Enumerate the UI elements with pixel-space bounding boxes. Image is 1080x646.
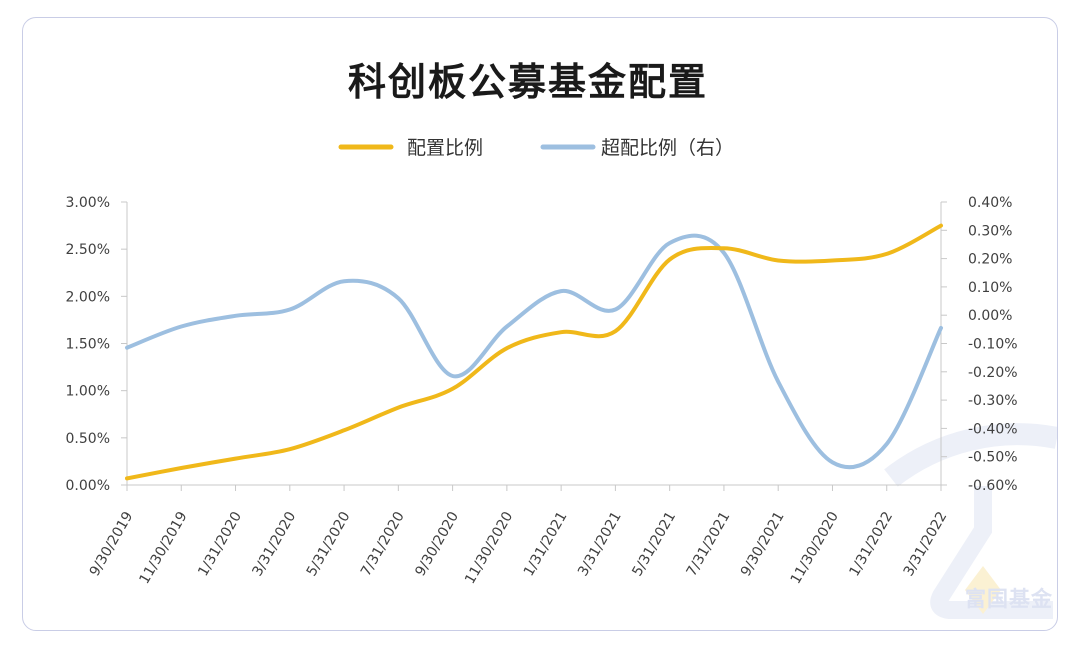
x-tick-label: 11/30/2019 — [137, 509, 191, 587]
legend-label-overweight: 超配比例（右） — [601, 137, 734, 159]
x-tick-label: 3/31/2021 — [575, 509, 625, 579]
watermark-ring — [884, 423, 1057, 487]
y-left-tick-label: 0.00% — [66, 478, 110, 494]
y-right-tick-label: 0.30% — [968, 223, 1012, 239]
x-tick-label: 9/30/2019 — [87, 509, 137, 579]
chart-card: 富国基金 科创板公募基金配置 配置比例 超配比例（右） 0.00% 0.50% 1.… — [22, 17, 1058, 631]
y-right-tick-label: -0.10% — [968, 337, 1018, 353]
y-left-tick-label: 2.50% — [66, 242, 110, 258]
y-left-tick-label: 1.00% — [66, 384, 110, 400]
x-tick-label: 7/31/2020 — [358, 509, 408, 579]
series-line-overweight — [125, 233, 943, 470]
watermark-logo: 富国基金 — [884, 423, 1057, 619]
series-layer — [125, 223, 943, 481]
y-right-tick-label: -0.20% — [968, 365, 1018, 381]
watermark-diamond — [965, 566, 1001, 614]
y-left-tick-label: 2.00% — [66, 289, 110, 305]
y-right-tick-label: -0.30% — [968, 393, 1018, 409]
x-tick-label: 1/31/2022 — [846, 509, 896, 579]
chart-title: 科创板公募基金配置 — [348, 60, 708, 104]
x-tick-label: 5/31/2021 — [629, 509, 679, 579]
x-tick-label: 9/30/2021 — [738, 509, 788, 579]
y-left-tick-label: 1.50% — [66, 337, 110, 353]
watermark-flask — [930, 486, 1053, 619]
x-tick-label: 5/31/2020 — [304, 509, 354, 579]
x-tick-label: 9/30/2020 — [412, 509, 462, 579]
x-tick-label: 1/31/2021 — [521, 509, 571, 579]
legend-label-allocation: 配置比例 — [407, 137, 483, 159]
x-tick-label: 11/30/2020 — [462, 509, 516, 587]
y-right-tick-label: -0.40% — [968, 421, 1018, 437]
x-tick-label: 3/31/2022 — [901, 509, 951, 579]
y-right-tick-label: 0.10% — [968, 280, 1012, 296]
y-right-tick-label: 0.40% — [968, 195, 1012, 211]
y-right-tick-label: 0.20% — [968, 252, 1012, 268]
legend: 配置比例 超配比例（右） — [338, 137, 734, 159]
watermark-text: 富国基金 — [965, 587, 1053, 611]
x-tick-label: 7/31/2021 — [684, 509, 734, 579]
y-right-tick-label: 0.00% — [968, 308, 1012, 324]
y-right-tick-label: -0.50% — [968, 450, 1018, 466]
x-tick-label: 1/31/2020 — [195, 509, 245, 579]
chart-canvas: 富国基金 科创板公募基金配置 配置比例 超配比例（右） 0.00% 0.50% 1.… — [66, 60, 1057, 619]
y-right-tick-label: -0.60% — [968, 478, 1018, 494]
series-line-allocation — [125, 223, 943, 481]
y-left-tick-label: 0.50% — [66, 431, 110, 447]
y-left-tick-label: 3.00% — [66, 195, 110, 211]
axes: 0.00% 0.50% 1.00% 1.50% 2.00% 2.50% 3.00% -0.60… — [66, 195, 1018, 587]
x-tick-label: 3/31/2020 — [250, 509, 300, 579]
x-tick-label: 11/30/2020 — [788, 509, 842, 587]
